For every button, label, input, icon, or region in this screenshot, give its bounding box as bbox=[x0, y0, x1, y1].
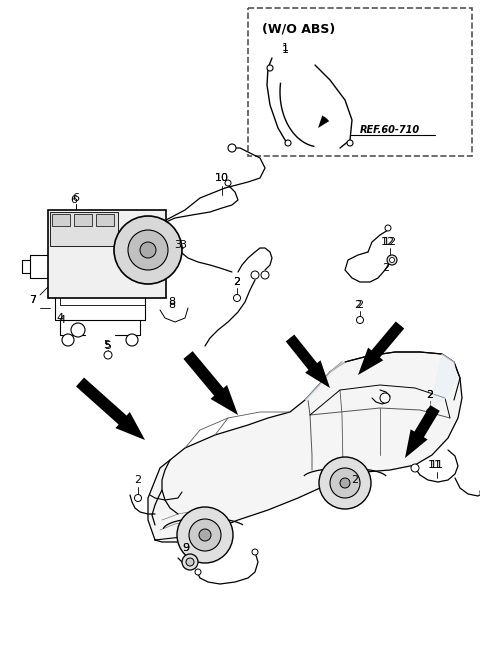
Text: 11: 11 bbox=[430, 460, 444, 470]
Text: 2: 2 bbox=[233, 277, 240, 287]
Text: 9: 9 bbox=[182, 543, 190, 553]
Polygon shape bbox=[305, 362, 345, 400]
Circle shape bbox=[319, 457, 371, 509]
Circle shape bbox=[387, 255, 397, 265]
Circle shape bbox=[340, 478, 350, 488]
Text: 8: 8 bbox=[168, 300, 176, 310]
Text: 11: 11 bbox=[428, 460, 442, 470]
Text: 5: 5 bbox=[105, 341, 111, 351]
Circle shape bbox=[385, 225, 391, 231]
Circle shape bbox=[126, 334, 138, 346]
Text: 5: 5 bbox=[104, 340, 110, 350]
Text: (W/O ABS): (W/O ABS) bbox=[262, 22, 335, 35]
Circle shape bbox=[261, 271, 269, 279]
Text: 12: 12 bbox=[381, 237, 395, 247]
Circle shape bbox=[140, 242, 156, 258]
Text: 2: 2 bbox=[134, 475, 142, 485]
Circle shape bbox=[330, 468, 360, 498]
Bar bbox=[96, 214, 114, 226]
Bar bbox=[48, 210, 166, 298]
Circle shape bbox=[114, 216, 182, 284]
Text: 12: 12 bbox=[383, 237, 397, 247]
Text: 6: 6 bbox=[72, 193, 80, 203]
Circle shape bbox=[134, 495, 142, 501]
Circle shape bbox=[285, 140, 291, 146]
Text: 4: 4 bbox=[57, 313, 63, 323]
Text: 2: 2 bbox=[426, 390, 433, 400]
Polygon shape bbox=[286, 335, 330, 388]
Circle shape bbox=[195, 569, 201, 575]
Circle shape bbox=[427, 409, 433, 415]
Polygon shape bbox=[358, 321, 404, 375]
Circle shape bbox=[186, 558, 194, 566]
Text: 9: 9 bbox=[182, 543, 190, 553]
Circle shape bbox=[347, 140, 353, 146]
Circle shape bbox=[251, 271, 259, 279]
Text: 2: 2 bbox=[233, 277, 240, 287]
Bar bbox=[74, 214, 92, 226]
Circle shape bbox=[199, 529, 211, 541]
Circle shape bbox=[182, 554, 198, 570]
Circle shape bbox=[62, 334, 74, 346]
Text: 3: 3 bbox=[180, 240, 187, 250]
Bar bbox=[50, 212, 118, 246]
Text: 1: 1 bbox=[281, 45, 288, 55]
Circle shape bbox=[166, 244, 174, 252]
Text: 1: 1 bbox=[281, 43, 288, 53]
Text: 7: 7 bbox=[29, 295, 36, 305]
Text: 2: 2 bbox=[351, 475, 359, 485]
Polygon shape bbox=[183, 351, 238, 415]
Circle shape bbox=[225, 180, 231, 186]
Circle shape bbox=[177, 507, 233, 563]
Circle shape bbox=[389, 257, 395, 263]
Circle shape bbox=[252, 549, 258, 555]
Bar bbox=[52, 214, 70, 226]
Circle shape bbox=[380, 393, 390, 403]
Text: 4: 4 bbox=[59, 315, 66, 325]
Text: 3: 3 bbox=[175, 240, 181, 250]
Circle shape bbox=[228, 144, 236, 152]
Circle shape bbox=[128, 230, 168, 270]
Text: 10: 10 bbox=[215, 173, 229, 183]
Polygon shape bbox=[430, 354, 456, 408]
Circle shape bbox=[411, 464, 419, 472]
Polygon shape bbox=[318, 116, 329, 128]
Polygon shape bbox=[148, 352, 462, 542]
Circle shape bbox=[267, 65, 273, 71]
Text: 2: 2 bbox=[357, 300, 363, 310]
Text: 8: 8 bbox=[168, 297, 176, 307]
Circle shape bbox=[189, 519, 221, 551]
FancyBboxPatch shape bbox=[248, 8, 472, 156]
Polygon shape bbox=[76, 378, 145, 440]
Text: REF.60-710: REF.60-710 bbox=[360, 125, 420, 135]
Circle shape bbox=[357, 317, 363, 323]
Text: 2: 2 bbox=[383, 263, 390, 273]
Text: 2: 2 bbox=[426, 390, 433, 400]
Polygon shape bbox=[405, 405, 440, 458]
Text: 2: 2 bbox=[354, 300, 361, 310]
Text: 6: 6 bbox=[71, 195, 77, 205]
Text: 10: 10 bbox=[215, 173, 229, 183]
Circle shape bbox=[104, 351, 112, 359]
Circle shape bbox=[233, 294, 240, 302]
Circle shape bbox=[71, 323, 85, 337]
Text: 7: 7 bbox=[29, 295, 36, 305]
